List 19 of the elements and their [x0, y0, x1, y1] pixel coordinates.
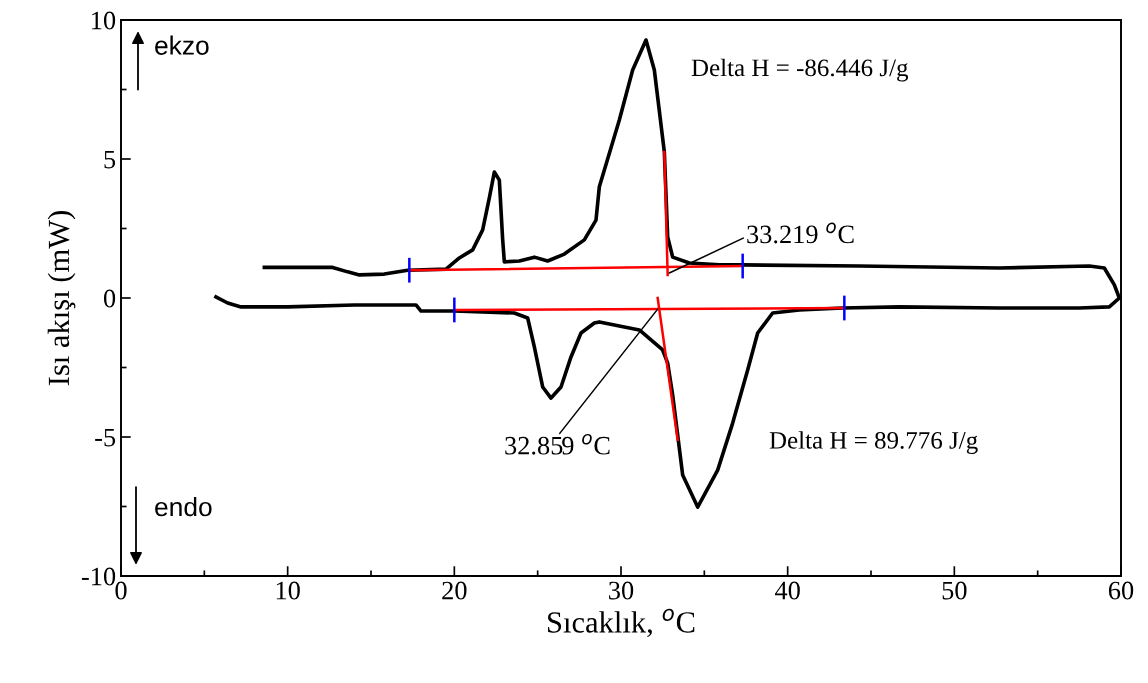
- annotation: 33.219 $^{o}$C: [747, 222, 854, 244]
- x-axis-title: Sıcaklık, $^{o}$C: [548, 608, 695, 638]
- annotation: Delta H = 89.776 J/g: [769, 431, 978, 454]
- annotation: ekzo: [155, 35, 209, 55]
- y-tick-label: -5: [95, 428, 116, 447]
- y-tick-label: 0: [103, 289, 116, 308]
- x-tick-label: 30: [609, 581, 634, 600]
- annotation: endo: [155, 496, 212, 517]
- x-tick-label: 60: [1108, 581, 1134, 600]
- x-tick-label: 40: [774, 581, 800, 600]
- x-tick-label: 50: [942, 581, 967, 600]
- y-tick-label: 10: [92, 11, 116, 30]
- x-tick-label: 20: [442, 581, 467, 600]
- y-axis-title: Isı akışı (mW): [47, 211, 76, 386]
- x-tick-label: 10: [276, 581, 300, 600]
- annotation: Delta H = -86.446 J/g: [691, 58, 909, 82]
- annotation: 32.859 $^{o}$C: [505, 433, 610, 455]
- y-tick-label: -10: [81, 567, 116, 586]
- y-tick-label: 5: [104, 150, 116, 169]
